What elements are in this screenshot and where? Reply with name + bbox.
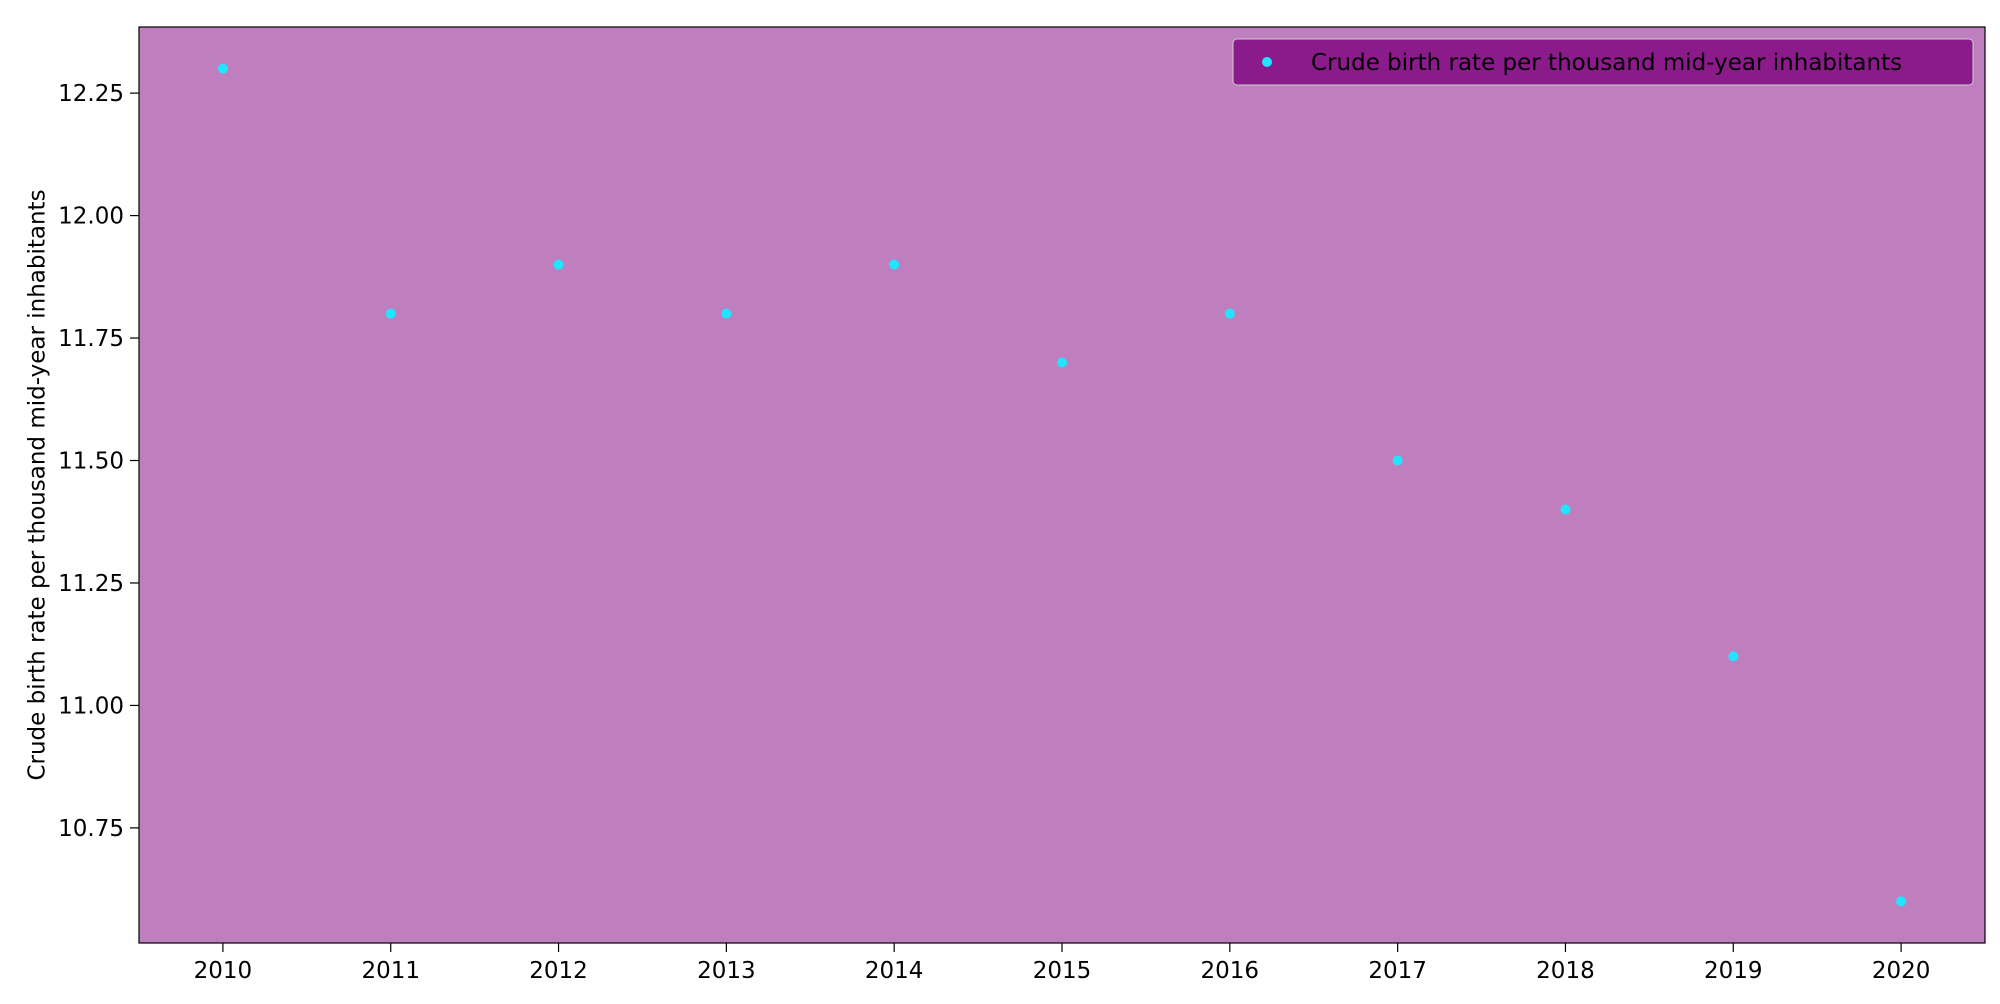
x-axis-ticks: 2010 2011 2012 2013 2014 2015 2016 2017 2018 2019…: [194, 943, 1931, 984]
data-point: [385, 308, 396, 319]
data-point: [889, 259, 900, 270]
data-point: [721, 308, 732, 319]
data-point: [1224, 308, 1235, 319]
y-tick-label: 10.75: [58, 816, 124, 842]
legend-box: [1232, 38, 1974, 86]
y-tick-label: 11.00: [58, 693, 124, 719]
y-axis-label: Crude birth rate per thousand mid-year i…: [25, 189, 51, 780]
x-tick-label: 2014: [865, 958, 924, 984]
data-point: [1057, 357, 1067, 368]
x-tick-label: 2011: [361, 958, 420, 984]
y-tick-label: 11.25: [58, 571, 124, 597]
legend: Crude birth rate per thousand mid-year i…: [1232, 38, 1974, 86]
data-points: [217, 63, 1907, 907]
legend-label: Crude birth rate per thousand mid-year i…: [1311, 50, 1902, 76]
x-tick-label: 2010: [194, 958, 253, 984]
plot-area: [138, 26, 1986, 944]
x-tick-label: 2016: [1201, 958, 1260, 984]
y-tick-label: 11.75: [58, 326, 124, 352]
data-point: [553, 259, 564, 270]
y-axis-ticks: 10.75 11.00 11.25 11.50 11.75 12.00 12.25: [58, 81, 139, 842]
x-tick-label: 2017: [1368, 958, 1427, 984]
x-tick-label: 2018: [1536, 958, 1595, 984]
data-point: [1560, 504, 1571, 515]
legend-marker: [1262, 57, 1272, 67]
data-point: [1392, 455, 1403, 466]
y-tick-label: 12.25: [58, 81, 124, 107]
data-point: [217, 63, 228, 74]
data-point: [1896, 896, 1907, 907]
x-tick-label: 2012: [529, 958, 588, 984]
x-tick-label: 2015: [1033, 958, 1092, 984]
y-tick-label: 12.00: [58, 204, 124, 230]
x-tick-label: 2019: [1704, 958, 1763, 984]
x-tick-label: 2020: [1872, 958, 1931, 984]
y-tick-label: 11.50: [58, 449, 124, 475]
x-tick-label: 2013: [697, 958, 756, 984]
data-point: [1728, 651, 1739, 662]
